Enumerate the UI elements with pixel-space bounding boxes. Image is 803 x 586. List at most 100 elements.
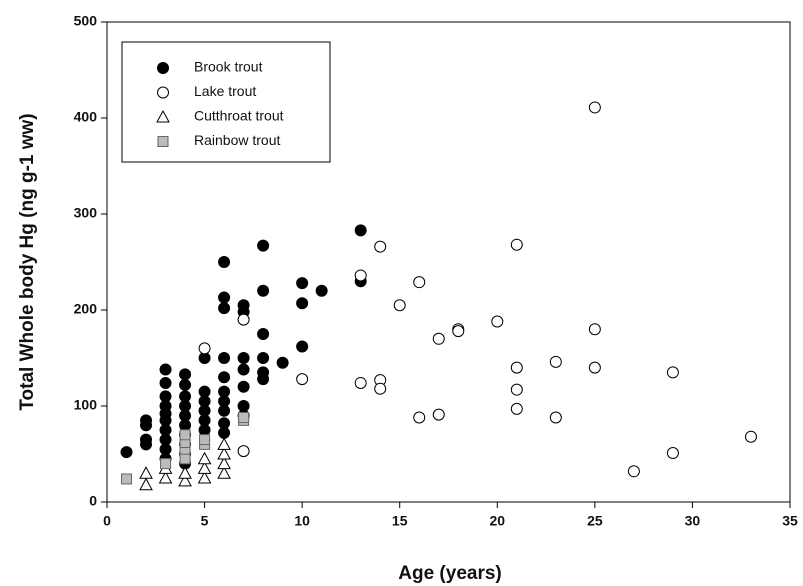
legend-box <box>121 41 331 163</box>
point <box>588 323 601 336</box>
point <box>549 411 562 424</box>
point <box>588 361 601 374</box>
x-tick-label: 30 <box>685 513 701 529</box>
point <box>179 368 192 381</box>
point <box>237 380 250 393</box>
point <box>139 477 153 491</box>
point <box>413 276 426 289</box>
point <box>257 284 270 297</box>
point <box>296 340 309 353</box>
point <box>276 356 289 369</box>
y-axis-label: Total Whole body Hg (ng g-1 ww) <box>17 113 38 410</box>
point <box>217 456 231 470</box>
y-tick-label: 0 <box>89 493 97 509</box>
point <box>197 470 212 484</box>
legend-label: Brook trout <box>194 59 263 75</box>
point <box>217 446 231 460</box>
x-tick-label: 35 <box>782 513 798 529</box>
point <box>744 430 757 443</box>
point <box>140 433 153 446</box>
point <box>257 352 270 364</box>
point <box>510 402 523 415</box>
point <box>510 238 523 251</box>
point <box>237 445 250 458</box>
point <box>393 299 406 312</box>
point <box>139 466 153 479</box>
point <box>178 473 192 487</box>
point <box>217 437 231 450</box>
point <box>159 376 172 389</box>
legend-marker <box>157 86 169 99</box>
point <box>510 383 523 396</box>
point <box>160 458 172 470</box>
point <box>432 332 445 345</box>
point <box>120 446 133 459</box>
point <box>374 240 387 253</box>
point <box>198 424 211 436</box>
x-axis-label: Age (years) <box>398 563 502 584</box>
point <box>432 408 445 421</box>
point <box>178 466 192 479</box>
y-tick-label: 500 <box>74 13 98 29</box>
legend-label: Rainbow trout <box>194 132 280 148</box>
point <box>218 404 231 417</box>
legend-label: Cutthroat trout <box>194 108 284 124</box>
point <box>354 269 367 282</box>
point <box>218 291 231 304</box>
point <box>588 101 601 114</box>
x-tick-label: 15 <box>392 513 408 529</box>
point <box>197 451 212 465</box>
point <box>666 366 679 379</box>
point <box>627 465 640 478</box>
y-tick-label: 400 <box>74 109 98 125</box>
x-tick-label: 10 <box>294 513 310 529</box>
point <box>179 429 191 441</box>
point <box>491 315 504 328</box>
point <box>198 342 211 355</box>
point <box>218 256 231 268</box>
point <box>140 414 153 427</box>
x-tick-label: 0 <box>103 513 111 529</box>
legend-marker <box>157 62 169 74</box>
y-tick-label: 100 <box>74 397 98 413</box>
point <box>238 412 250 424</box>
point <box>666 447 679 460</box>
point <box>218 352 231 364</box>
legend-label: Lake trout <box>194 83 256 99</box>
legend-marker <box>157 136 169 147</box>
x-tick-label: 5 <box>201 513 209 529</box>
point <box>218 302 231 315</box>
point <box>452 325 465 338</box>
point <box>237 352 250 364</box>
point <box>257 239 270 252</box>
point <box>179 378 192 391</box>
point <box>218 371 231 384</box>
point <box>510 361 523 374</box>
point <box>374 382 387 395</box>
point <box>179 453 191 465</box>
point <box>315 284 328 297</box>
point <box>158 470 173 484</box>
point <box>237 363 250 376</box>
point <box>296 277 309 290</box>
point <box>217 466 231 479</box>
point <box>296 373 309 386</box>
point <box>159 363 172 376</box>
point <box>199 434 211 446</box>
point <box>218 426 231 439</box>
point <box>237 313 250 326</box>
point <box>257 328 270 340</box>
point <box>354 224 367 237</box>
point <box>197 461 212 474</box>
x-tick-label: 25 <box>587 513 603 529</box>
y-tick-label: 200 <box>74 301 98 317</box>
x-tick-label: 20 <box>489 513 505 529</box>
point <box>413 411 426 424</box>
point <box>257 373 270 386</box>
point <box>549 355 562 368</box>
legend-marker <box>156 109 170 123</box>
y-tick-label: 300 <box>74 205 98 221</box>
plot-frame <box>106 21 791 503</box>
point <box>296 297 309 310</box>
